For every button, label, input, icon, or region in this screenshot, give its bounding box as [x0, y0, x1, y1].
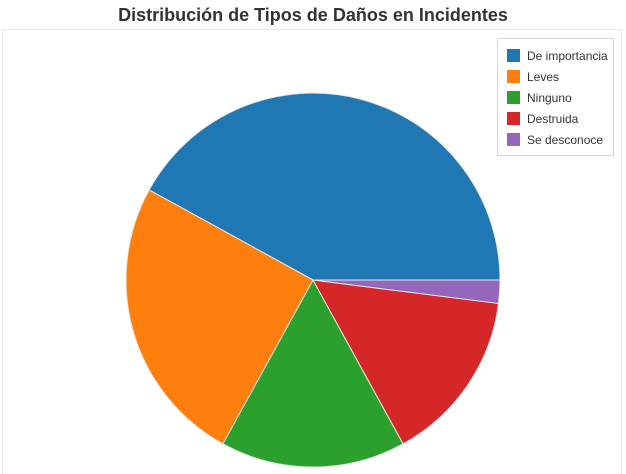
pie-slice-leves[interactable] [125, 189, 314, 445]
legend-item-leves[interactable]: Leves [498, 66, 613, 87]
legend-label: De importancia [527, 48, 608, 63]
legend-swatch [507, 70, 520, 83]
legend-item-de-importancia[interactable]: De importancia [498, 45, 613, 66]
pie-slice-ninguno[interactable] [222, 278, 404, 468]
legend-swatch [507, 91, 520, 104]
legend-item-destruida[interactable]: Destruida [498, 108, 613, 129]
legend-label: Ninguno [527, 90, 572, 105]
pie-slice-se-desconoce[interactable] [312, 279, 501, 304]
pie-slice-de-importancia[interactable] [148, 92, 501, 281]
legend-swatch [507, 112, 520, 125]
legend-item-ninguno[interactable]: Ninguno [498, 87, 613, 108]
legend-item-se-desconoce[interactable]: Se desconoce [498, 129, 613, 150]
legend-label: Leves [527, 69, 560, 84]
legend-swatch [507, 49, 520, 62]
pie-slice-destruida[interactable] [312, 279, 500, 445]
legend: De importancia Leves Ninguno Destruida S… [497, 38, 614, 156]
legend-label: Se desconoce [527, 132, 604, 147]
legend-swatch [507, 133, 520, 146]
chart-title: Distribución de Tipos de Daños en Incide… [118, 5, 508, 25]
legend-label: Destruida [527, 111, 579, 126]
plot-area [2, 29, 622, 474]
